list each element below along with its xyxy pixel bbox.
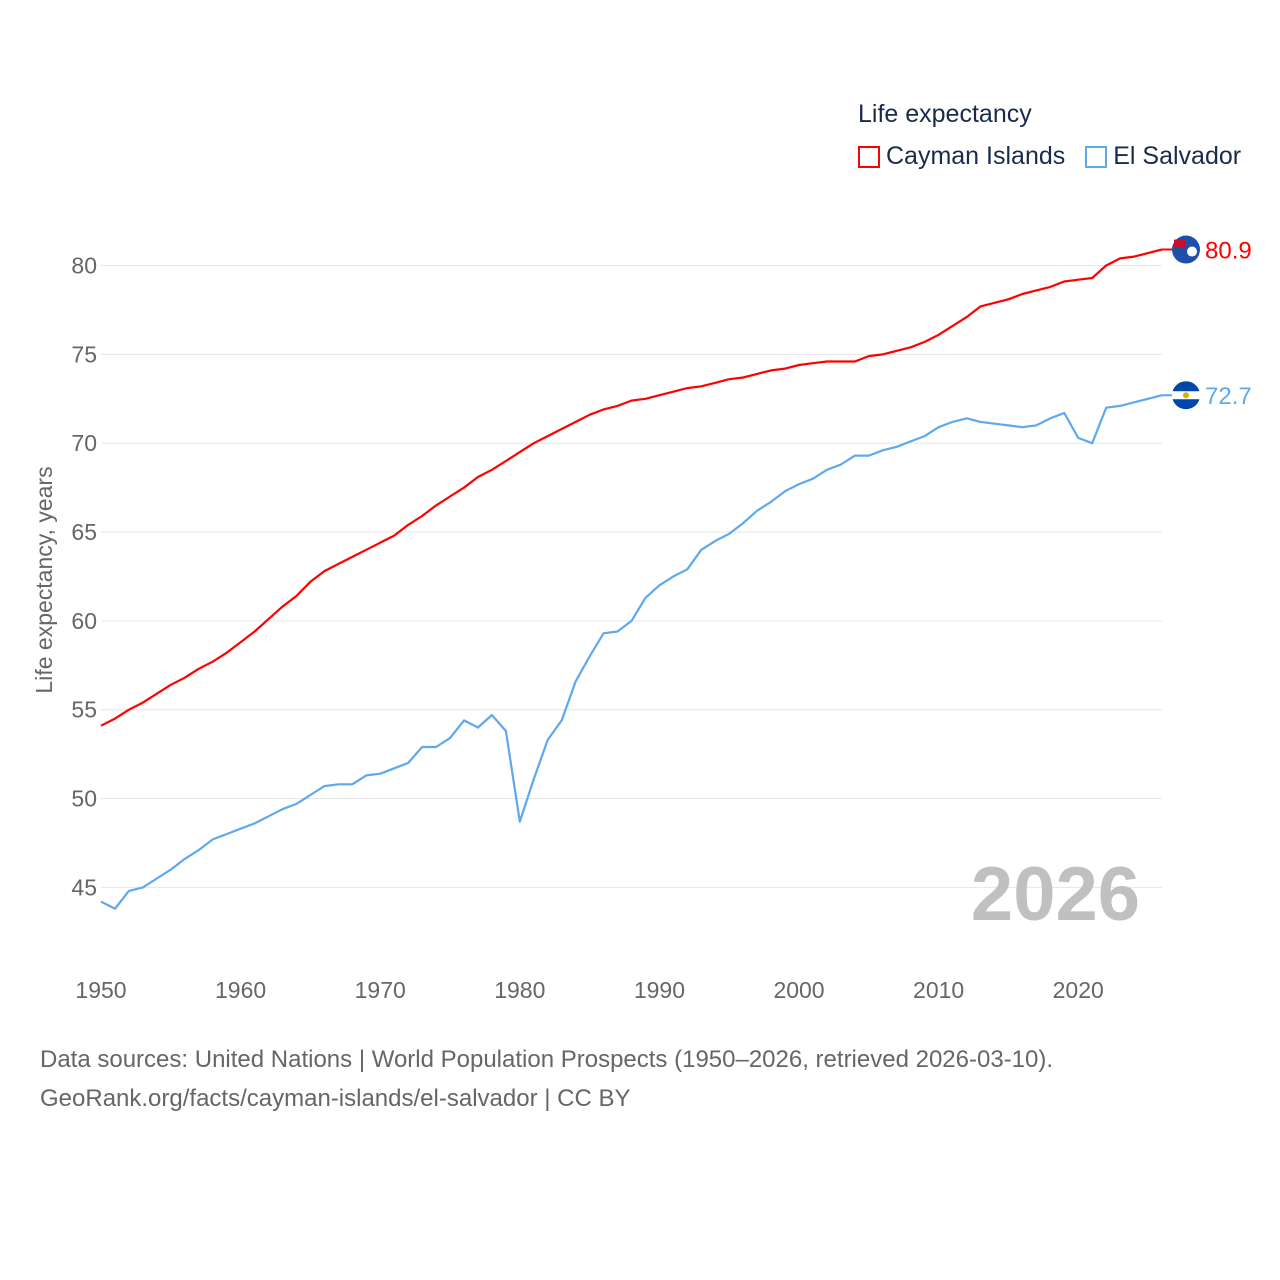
legend-item-el-salvador[interactable]: El Salvador [1085,142,1241,171]
flag-crest [1187,246,1197,257]
y-tick-label: 70 [71,430,97,456]
flag-union-jack [1174,239,1186,248]
x-tick-label: 1970 [355,977,406,1003]
y-tick-label: 55 [71,697,97,723]
x-tick-label: 1950 [75,977,126,1003]
x-tick-label: 1990 [634,977,685,1003]
source-text: Data sources: United Nations | World Pop… [40,1046,1054,1073]
series-line-el-salvador [100,394,1163,910]
year-label: 2026 [971,852,1140,937]
y-tick-label: 65 [71,519,97,545]
x-tick-label: 2000 [773,977,824,1003]
x-tick-label: 1980 [494,977,545,1003]
x-tick-label: 1960 [215,977,266,1003]
y-axis-label: Life expectancy, years [31,466,57,693]
end-value-label: 72.7 [1205,383,1252,410]
series-line-cayman-islands [100,248,1163,727]
flag-emblem [1183,392,1189,399]
x-tick-label: 2020 [1053,977,1104,1003]
source-link[interactable]: GeoRank.org/facts/cayman-islands/el-salv… [40,1085,631,1112]
legend-swatch [1085,145,1108,168]
y-tick-label: 80 [71,253,97,279]
y-tick-label: 45 [71,874,97,900]
y-tick-label: 50 [71,786,97,812]
legend-item-cayman-islands[interactable]: Cayman Islands [858,142,1065,171]
y-tick-label: 75 [71,341,97,367]
x-tick-label: 2010 [913,977,964,1003]
end-value-label: 80.9 [1205,238,1252,265]
legend-swatch [858,145,880,168]
legend-label: Cayman Islands [886,142,1066,170]
legend: Cayman Islands El Salvador [858,142,1241,171]
y-tick-label: 60 [71,608,97,634]
legend-label: El Salvador [1113,142,1242,170]
legend-title: Life expectancy [858,100,1032,128]
